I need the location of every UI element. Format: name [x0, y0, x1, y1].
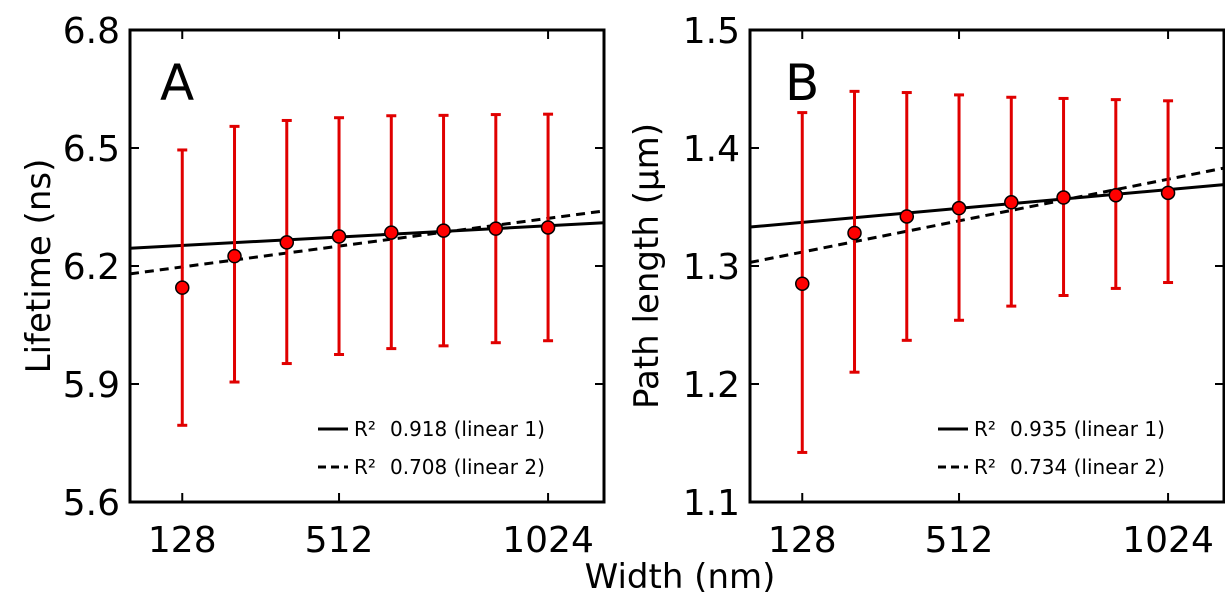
y-tick-label: 1.3 [683, 247, 740, 288]
data-point [384, 225, 399, 240]
legend-linear2-label: 0.734 (linear 2) [1010, 455, 1165, 479]
fit-line-linear-1 [750, 183, 1224, 229]
data-point [795, 276, 810, 291]
x-tick-label: 128 [768, 520, 837, 561]
panel-b-marks [750, 89, 1224, 454]
fit-line-linear-2 [750, 166, 1224, 264]
data-point [899, 209, 915, 224]
y-tick-label: 1.2 [683, 365, 740, 406]
y-tick-label: 5.9 [63, 365, 120, 406]
data-point [488, 221, 504, 236]
x-tick-label: 512 [925, 520, 994, 561]
data-point [436, 223, 451, 238]
x-tick-label: 1024 [502, 520, 594, 561]
data-point [175, 280, 190, 295]
data-point [1108, 187, 1124, 203]
y-tick-label: 5.6 [63, 483, 120, 524]
legend-r2-symbol: R² [974, 455, 996, 479]
x-tick-label: 512 [305, 520, 374, 561]
shared-xlabel: Width (nm) [585, 557, 776, 592]
legend-linear1-label: 0.935 (linear 1) [1010, 417, 1165, 441]
legend-linear2-label: 0.708 (linear 2) [390, 455, 545, 479]
panel-b-ylabel: Path length (μm) [627, 123, 667, 409]
panel-a-ticks: 128 512 1024 5.6 5.9 6.2 6.5 6.8 [63, 11, 604, 561]
plot-area [130, 112, 604, 427]
fit-line-linear-2 [130, 209, 604, 276]
data-point [1056, 190, 1071, 205]
y-tick-label: 1.5 [683, 11, 740, 52]
fit-line-linear-1 [130, 221, 604, 250]
panel-a-legend: R² 0.918 (linear 1) R² 0.708 (linear 2) [318, 417, 545, 479]
panel-b-ticks: 128 512 1024 1.1 1.2 1.3 1.4 1.5 [683, 11, 1224, 561]
legend-r2-symbol: R² [354, 455, 376, 479]
x-tick-label: 1024 [1122, 520, 1214, 561]
legend-r2-symbol: R² [354, 417, 376, 441]
x-tick-label: 128 [148, 520, 217, 561]
panel-a: 128 512 1024 5.6 5.9 6.2 6.5 6.8 A Lifetime (ns… [19, 11, 606, 561]
y-tick-label: 6.8 [63, 11, 120, 52]
panel-b-letter: B [785, 54, 819, 112]
legend-linear1-label: 0.918 (linear 1) [390, 417, 545, 441]
data-point [1160, 185, 1176, 201]
data-point [1004, 195, 1019, 210]
plot-area [750, 89, 1224, 454]
data-point [279, 235, 295, 250]
data-point [227, 248, 242, 264]
data-point [331, 229, 347, 244]
panel-a-letter: A [160, 54, 194, 112]
panel-a-marks [130, 112, 604, 427]
data-point [951, 200, 967, 216]
y-tick-label: 6.5 [63, 129, 120, 170]
data-point [847, 225, 862, 241]
y-tick-label: 1.1 [683, 483, 740, 524]
y-tick-label: 1.4 [683, 129, 740, 170]
data-point [540, 220, 556, 235]
panel-b: 128 512 1024 1.1 1.2 1.3 1.4 1.5 B Path length … [627, 11, 1225, 561]
y-tick-label: 6.2 [63, 247, 120, 288]
panel-a-ylabel: Lifetime (ns) [19, 159, 59, 374]
legend-r2-symbol: R² [974, 417, 996, 441]
panel-b-legend: R² 0.935 (linear 1) R² 0.734 (linear 2) [938, 417, 1165, 479]
